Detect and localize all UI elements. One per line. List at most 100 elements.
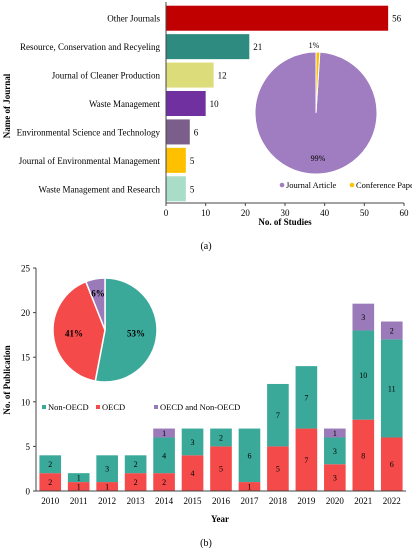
x-tick-label: 2015 [184, 496, 203, 506]
bar-segment [153, 428, 175, 438]
data-label: 3 [333, 447, 337, 456]
bar-segment [210, 446, 232, 491]
category-label: Waste Management [89, 99, 160, 109]
pie-slice [52, 280, 106, 382]
bar-segment [324, 464, 346, 491]
data-label: 6 [390, 460, 394, 469]
x-tick-label: 30 [281, 208, 291, 218]
data-label: 1 [333, 429, 337, 438]
x-tick-label: 2019 [297, 496, 316, 506]
bar [166, 34, 250, 60]
data-label: 1 [247, 483, 251, 492]
data-label: 11 [388, 384, 396, 393]
legend-swatch [96, 405, 100, 409]
bar-segment [153, 473, 175, 491]
data-label: 2 [219, 433, 223, 442]
data-label: 5 [276, 465, 280, 474]
y-tick-label: 10 [21, 397, 31, 407]
bar-segment [295, 428, 318, 491]
legend-label: Journal Article [286, 180, 337, 190]
data-label: 2 [48, 460, 52, 469]
y-tick-label: 0 [26, 487, 31, 497]
data-label: 5 [190, 156, 195, 166]
bar [166, 176, 186, 202]
y-tick-label: 5 [26, 442, 31, 452]
x-tick-label: 2021 [354, 496, 372, 506]
legend-swatch [279, 182, 285, 188]
bar-segment [96, 482, 118, 491]
pie-label: 6% [91, 289, 105, 299]
x-tick-label: 2014 [155, 496, 174, 506]
bar-segment [124, 455, 147, 474]
data-label: 3 [191, 438, 195, 447]
y-tick-label: 15 [21, 353, 31, 363]
pie-slice [84, 277, 106, 331]
data-label: 1 [77, 474, 81, 483]
data-label: 3 [361, 313, 365, 322]
x-tick-label: 2018 [269, 496, 288, 506]
pie-label: 99% [311, 154, 326, 163]
y-axis-title: No. of Publication [2, 345, 12, 414]
legend-label: OECD [102, 402, 125, 412]
bar-segment [295, 366, 318, 429]
bar-segment [181, 428, 204, 456]
x-tick-label: 50 [360, 208, 370, 218]
data-label: 7 [304, 456, 308, 465]
bar-segment [96, 455, 118, 483]
data-label: 7 [304, 393, 308, 402]
data-label: 2 [162, 478, 166, 487]
category-label: Other Journals [107, 14, 160, 24]
data-label: 4 [162, 451, 166, 460]
bar-segment [380, 437, 403, 491]
bar-segment [210, 428, 232, 447]
pie-slice [94, 277, 158, 383]
x-tick-label: 0 [164, 208, 169, 218]
bar [166, 147, 186, 173]
x-tick-label: 40 [320, 208, 330, 218]
bar-segment [352, 330, 375, 420]
x-axis-title: No. of Studies [258, 217, 312, 227]
legend-swatch [154, 405, 158, 409]
bar-segment [380, 339, 403, 438]
bar-segment [238, 428, 261, 483]
category-label: Waste Management and Research [39, 184, 161, 194]
data-label: 10 [359, 371, 367, 380]
panel-label: (b) [200, 538, 212, 549]
bar [166, 119, 190, 145]
data-label: 7 [276, 411, 280, 420]
category-label: Journal of Environmental Management [19, 156, 161, 166]
pie-slice [315, 51, 321, 114]
data-label: 12 [218, 71, 227, 81]
data-label: 8 [361, 451, 365, 460]
bar-segment [324, 437, 346, 465]
category-label: Journal of Cleaner Production [52, 71, 161, 81]
pie-label: 1% [309, 41, 320, 50]
bar-segment [238, 482, 261, 491]
data-label: 6 [194, 127, 199, 137]
data-label: 21 [253, 42, 262, 52]
panel-label: (a) [200, 241, 211, 252]
data-label: 2 [134, 460, 138, 469]
category-label: Environmental Science and Technology [17, 127, 161, 137]
bar-segment [352, 303, 375, 331]
bar-segment [124, 473, 147, 491]
x-tick-label: 2022 [383, 496, 401, 506]
y-axis-title: Name of Journal [2, 73, 12, 138]
bar-segment [380, 321, 403, 340]
bar-segment [267, 383, 289, 447]
data-label: 2 [134, 478, 138, 487]
x-axis-title: Year [211, 514, 229, 524]
data-label: 1 [162, 429, 166, 438]
x-tick-label: 2010 [41, 496, 60, 506]
bar-segment [352, 419, 375, 491]
y-tick-label: 25 [21, 264, 31, 274]
bar-segment [39, 455, 62, 474]
pie-label: 53% [127, 328, 145, 338]
data-label: 5 [190, 184, 195, 194]
bar-segment [267, 446, 289, 491]
data-label: 3 [105, 465, 109, 474]
data-label: 4 [191, 469, 195, 478]
data-label: 2 [48, 478, 52, 487]
x-tick-label: 2016 [212, 496, 231, 506]
data-label: 1 [105, 483, 109, 492]
